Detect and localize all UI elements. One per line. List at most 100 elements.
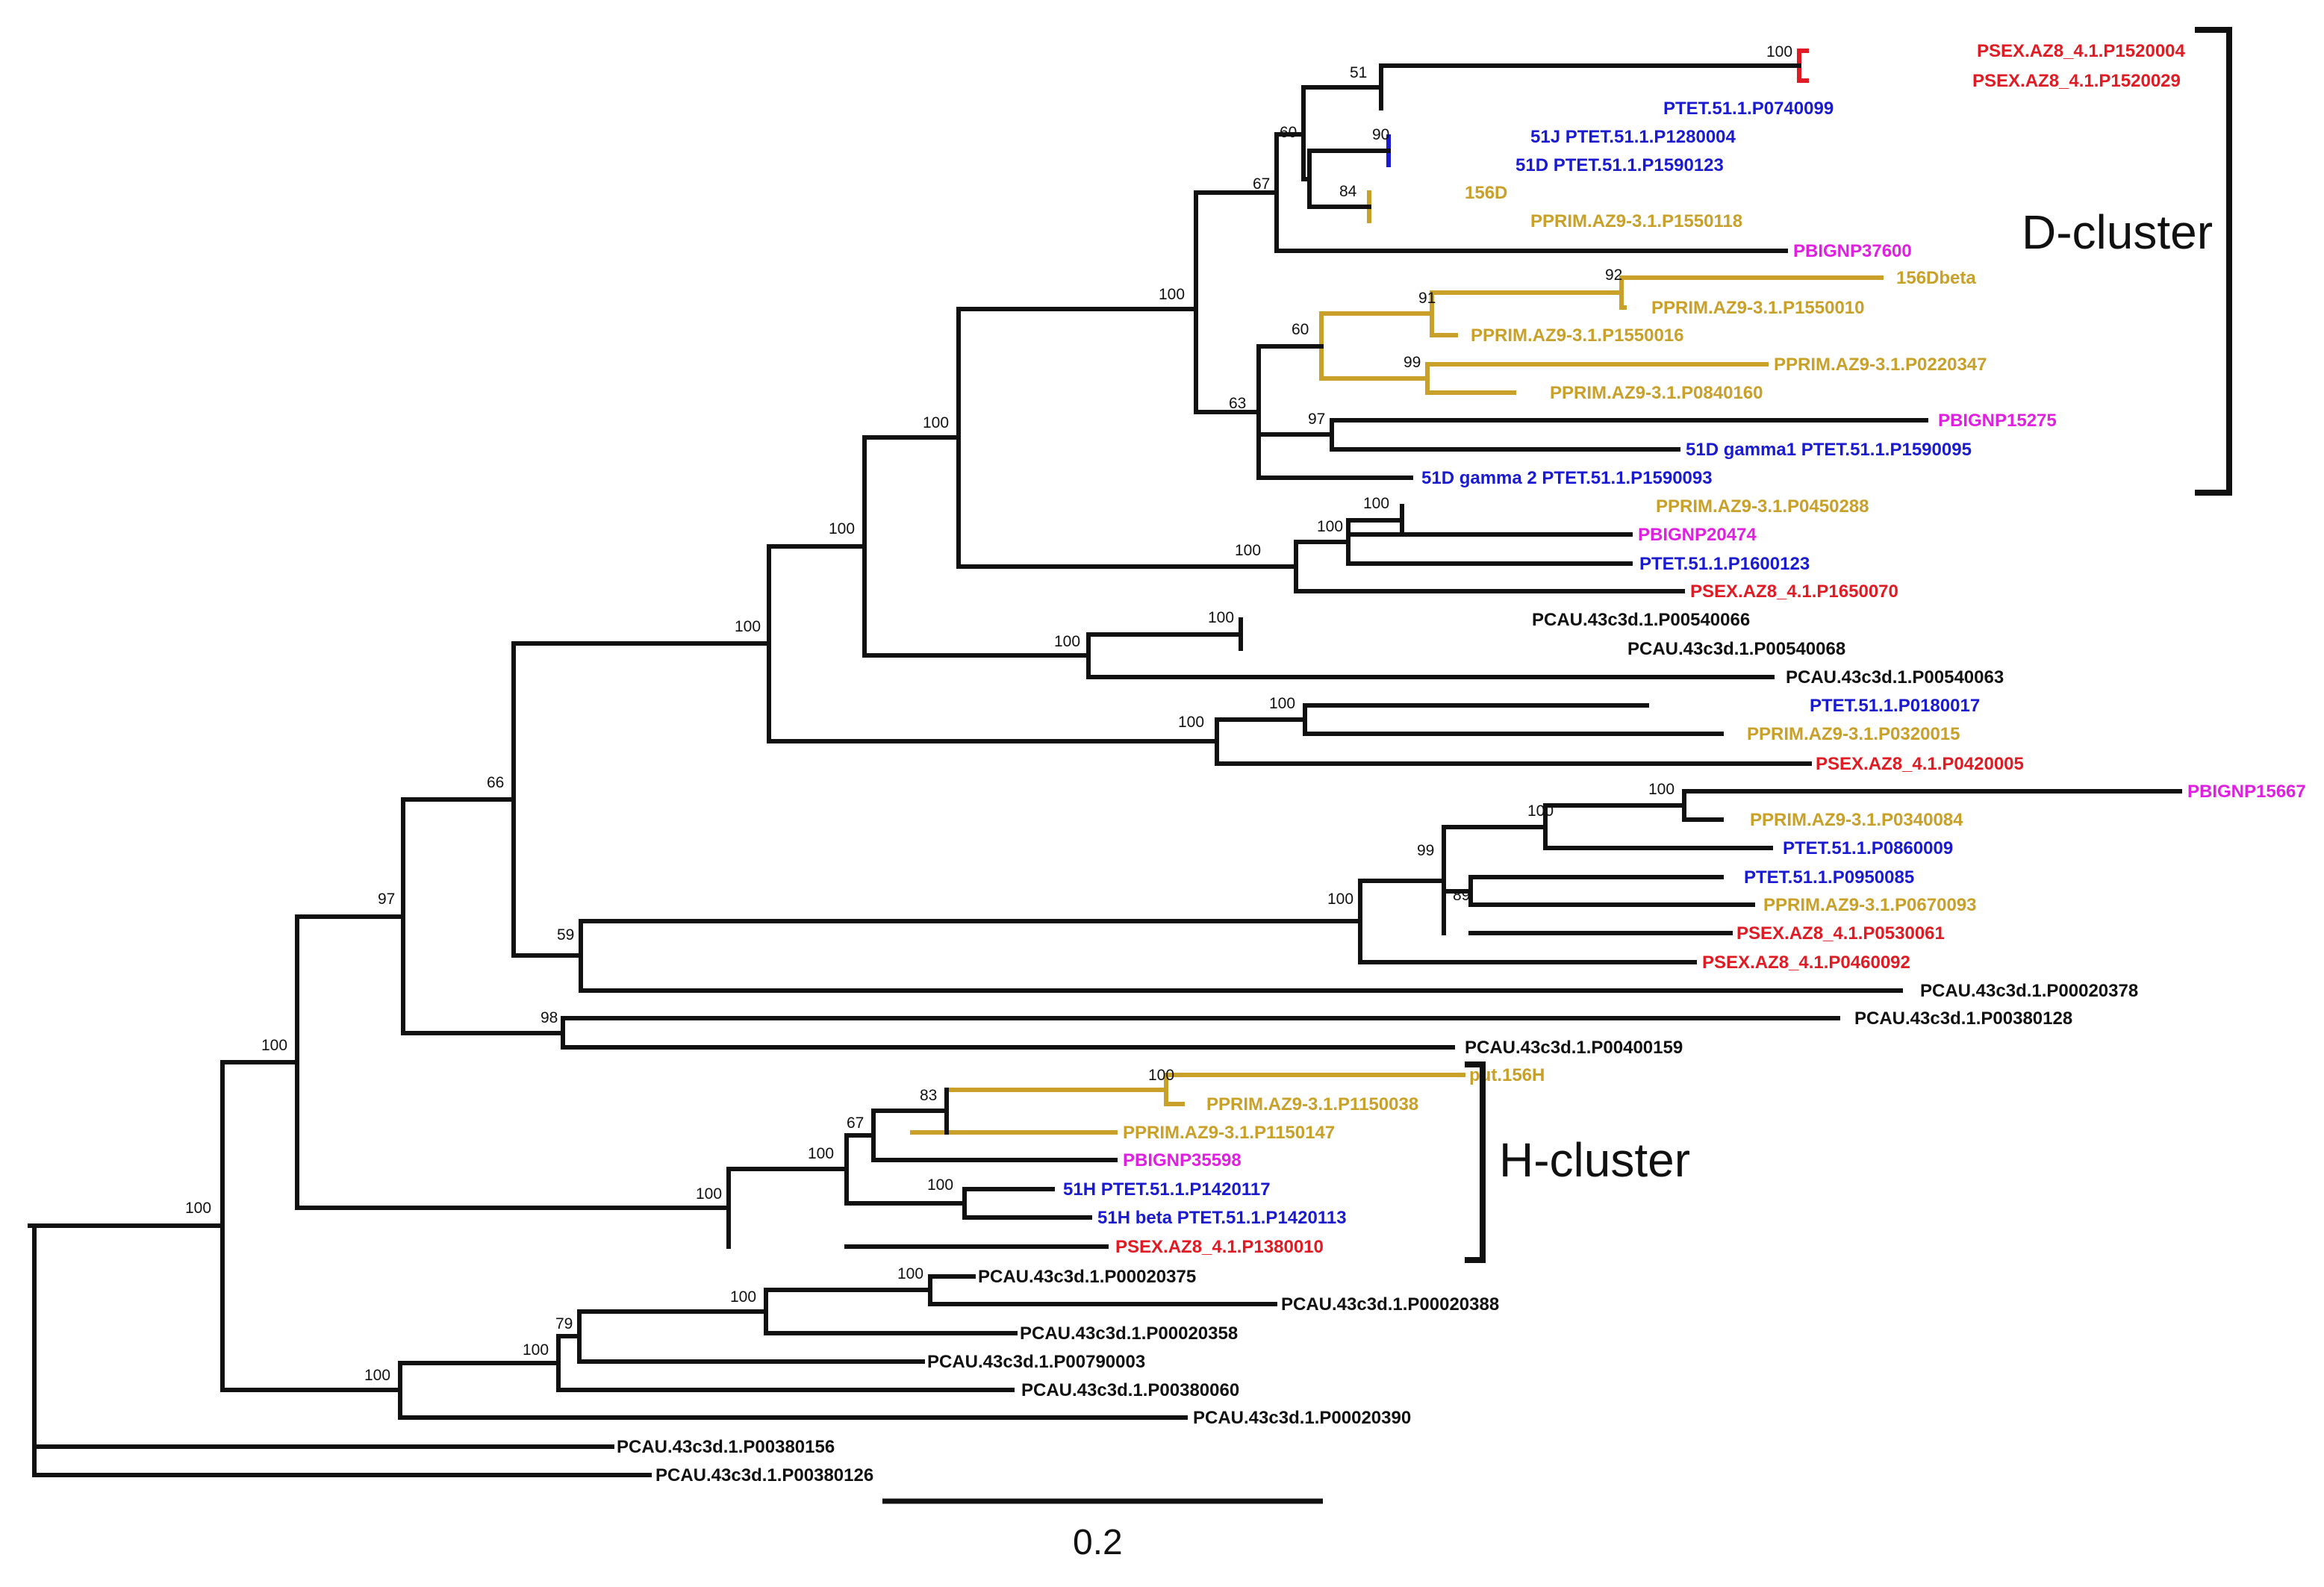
support-value: 97: [378, 891, 395, 908]
taxon-label: PBIGNP37600: [1793, 241, 1912, 261]
taxon-label: PPRIM.AZ9-3.1.P0840160: [1550, 383, 1763, 403]
taxon-label: 51D gamma 2 PTET.51.1.P1590093: [1421, 468, 1713, 488]
taxon-label: 51D gamma1 PTET.51.1.P1590095: [1686, 440, 1972, 460]
support-value: 63: [1229, 395, 1246, 412]
taxon-label: PPRIM.AZ9-3.1.P0220347: [1774, 355, 1987, 375]
support-value: 100: [523, 1341, 549, 1359]
taxon-label: PBIGNP15275: [1938, 411, 2057, 431]
taxon-label: PCAU.43c3d.1.P00790003: [927, 1352, 1145, 1372]
taxon-label: 51H PTET.51.1.P1420117: [1063, 1179, 1271, 1200]
taxon-label: 156D: [1465, 183, 1507, 203]
taxon-label: PCAU.43c3d.1.P00540063: [1786, 667, 2004, 688]
taxon-label: PBIGNP15667: [2187, 782, 2306, 802]
support-value: 100: [927, 1176, 953, 1194]
taxon-label: PPRIM.AZ9-3.1.P1550118: [1530, 211, 1742, 231]
support-value: 100: [364, 1367, 390, 1384]
taxon-label: PCAU.43c3d.1.P00540066: [1532, 610, 1750, 630]
support-value: 100: [1527, 802, 1554, 820]
taxon-label: PPRIM.AZ9-3.1.P0670093: [1763, 895, 1976, 915]
taxon-label: PCAU.43c3d.1.P00540068: [1627, 639, 1845, 659]
taxon-label: PPRIM.AZ9-3.1.P1150147: [1123, 1123, 1335, 1143]
support-value: 83: [920, 1087, 937, 1104]
taxon-label: PSEX.AZ8_4.1.P1520029: [1972, 71, 2181, 91]
support-value: 91: [1418, 290, 1436, 307]
support-value: 100: [1054, 633, 1080, 650]
taxon-label: PCAU.43c3d.1.P00020375: [978, 1267, 1196, 1287]
taxon-label: PPRIM.AZ9-3.1.P1550016: [1471, 325, 1683, 346]
support-value: 100: [1235, 542, 1261, 559]
taxon-label: PCAU.43c3d.1.P00020378: [1920, 981, 2138, 1001]
support-value: 99: [1404, 354, 1421, 371]
support-value: 100: [261, 1037, 287, 1054]
support-value: 100: [808, 1145, 834, 1162]
support-value: 99: [1417, 842, 1434, 859]
taxon-label: 51H beta PTET.51.1.P1420113: [1097, 1208, 1347, 1228]
support-value: 90: [1372, 126, 1389, 143]
support-value: 100: [696, 1185, 722, 1203]
support-value: 100: [735, 618, 761, 635]
taxon-label: PTET.51.1.P0950085: [1744, 867, 1914, 888]
support-values: 100 51 90 84 60 67 92 91 99 60 97 63 100 100 100 100 100…: [185, 43, 1792, 1384]
taxon-label: PCAU.43c3d.1.P00020388: [1281, 1294, 1499, 1315]
taxon-label: PCAU.43c3d.1.P00020390: [1193, 1408, 1411, 1428]
support-value: 89: [1453, 887, 1470, 904]
scale-bar-label: 0.2: [1073, 1523, 1123, 1562]
taxon-label: PTET.51.1.P0180017: [1810, 696, 1980, 716]
taxon-label: PSEX.AZ8_4.1.P1380010: [1115, 1237, 1324, 1257]
support-value: 51: [1350, 64, 1367, 81]
support-value: 97: [1308, 411, 1325, 428]
h-cluster-label: H-cluster: [1499, 1133, 1690, 1187]
support-value: 100: [185, 1200, 211, 1217]
support-value: 100: [1327, 891, 1353, 908]
taxon-label: PCAU.43c3d.1.P00380060: [1021, 1380, 1239, 1400]
support-value: 100: [923, 414, 949, 431]
taxon-label: PTET.51.1.P0860009: [1783, 838, 1953, 858]
support-value: 100: [1148, 1067, 1174, 1084]
h-cluster-bracket: [1465, 1061, 1486, 1263]
taxon-label: PSEX.AZ8_4.1.P0530061: [1736, 923, 1945, 944]
support-value: 60: [1280, 124, 1297, 141]
support-value: 67: [1253, 175, 1270, 193]
tree-branches: [28, 49, 2182, 1477]
support-value: 100: [1159, 286, 1185, 303]
support-value: 100: [1208, 609, 1234, 626]
support-value: 79: [555, 1315, 573, 1332]
taxon-label: 51J PTET.51.1.P1280004: [1530, 127, 1736, 147]
support-value: 66: [487, 774, 504, 791]
taxon-label: 51D PTET.51.1.P1590123: [1515, 155, 1724, 175]
taxon-label: PTET.51.1.P1600123: [1639, 554, 1810, 574]
support-value: 100: [1363, 495, 1389, 512]
d-cluster-bracket: [2195, 27, 2232, 496]
support-value: 92: [1605, 266, 1622, 284]
taxon-label: PSEX.AZ8_4.1.P1650070: [1690, 582, 1898, 602]
taxon-label: PPRIM.AZ9-3.1.P1150038: [1206, 1094, 1418, 1114]
taxon-label: PPRIM.AZ9-3.1.P0450288: [1656, 496, 1869, 517]
support-value: 100: [1648, 781, 1675, 798]
taxon-label: PCAU.43c3d.1.P00380128: [1854, 1008, 2072, 1029]
taxon-label: 156Dbeta: [1896, 268, 1976, 288]
taxon-label: PSEX.AZ8_4.1.P0420005: [1816, 754, 2024, 774]
support-value: 98: [540, 1009, 558, 1026]
taxon-label: PCAU.43c3d.1.P00400159: [1465, 1038, 1683, 1058]
support-value: 100: [897, 1265, 923, 1282]
support-value: 60: [1292, 321, 1309, 338]
support-value: 100: [1317, 518, 1343, 535]
taxon-label: PBIGNP20474: [1638, 525, 1757, 545]
taxon-label: PBIGNP35598: [1123, 1150, 1242, 1170]
taxon-label: PPRIM.AZ9-3.1.P1550010: [1651, 298, 1864, 318]
taxon-label: PCAU.43c3d.1.P00380156: [617, 1437, 835, 1457]
taxon-label: PPRIM.AZ9-3.1.P0320015: [1747, 724, 1960, 744]
support-value: 100: [1766, 43, 1792, 60]
support-value: 59: [557, 926, 574, 944]
taxon-label: PCAU.43c3d.1.P00020358: [1020, 1323, 1238, 1344]
support-value: 100: [829, 520, 855, 537]
support-value: 84: [1339, 183, 1357, 200]
taxon-label: PPRIM.AZ9-3.1.P0340084: [1750, 810, 1963, 830]
support-value: 100: [730, 1288, 756, 1306]
taxon-label: PSEX.AZ8_4.1.P0460092: [1702, 952, 1910, 973]
d-cluster-label: D-cluster: [2022, 205, 2213, 259]
taxon-labels: PSEX.AZ8_4.1.P1520004 PSEX.AZ8_4.1.P15200…: [617, 41, 2306, 1485]
taxon-label: PTET.51.1.P0740099: [1663, 99, 1834, 119]
